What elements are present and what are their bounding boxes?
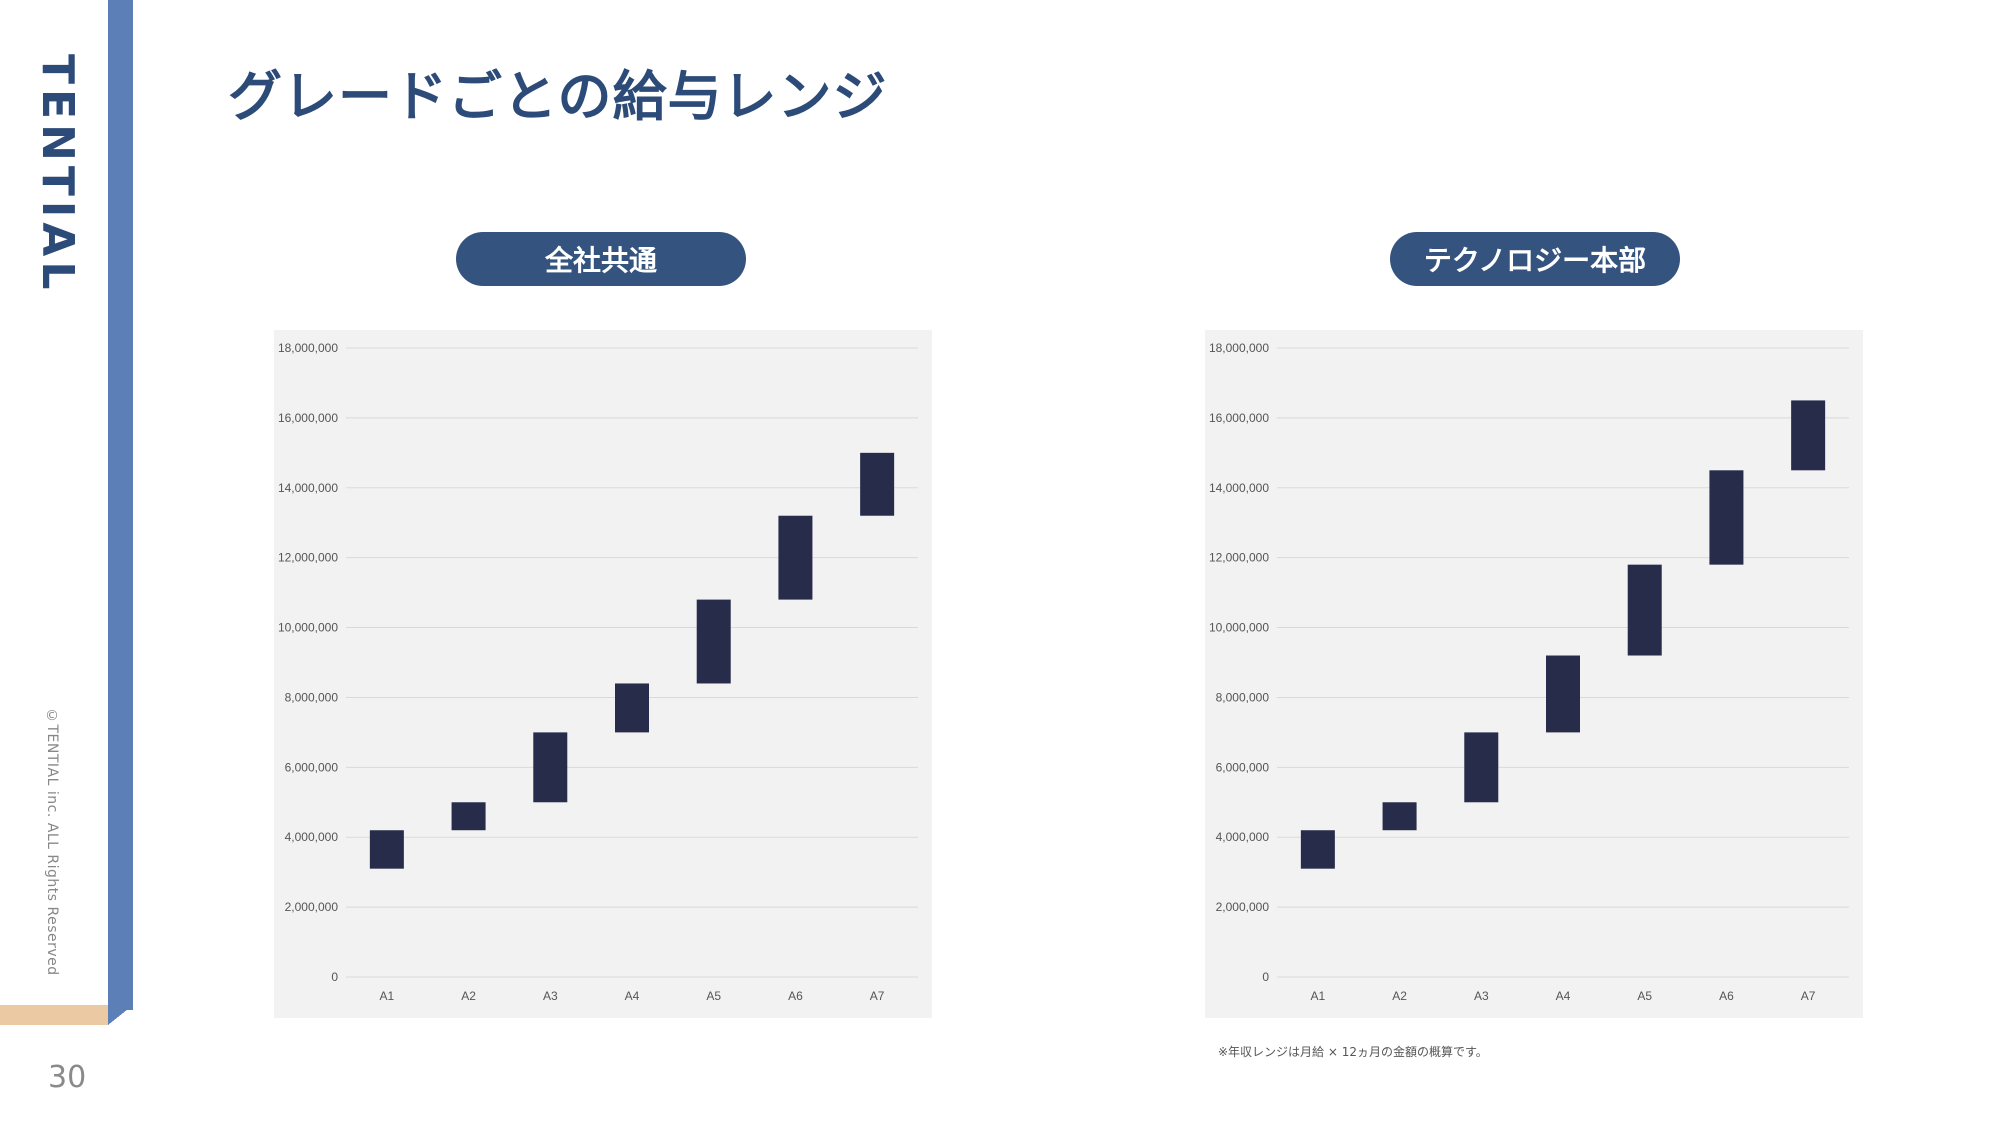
range-bar-a4 xyxy=(1546,655,1580,733)
y-tick-label: 10,000,000 xyxy=(278,621,338,635)
y-tick-label: 6,000,000 xyxy=(1216,760,1270,774)
y-tick-label: 4,000,000 xyxy=(285,830,339,844)
x-tick-label: A3 xyxy=(1474,989,1489,1003)
page-number: 30 xyxy=(48,1060,87,1095)
range-bar-a7 xyxy=(860,452,895,516)
y-tick-label: 10,000,000 xyxy=(1209,621,1269,635)
y-tick-label: 2,000,000 xyxy=(285,900,339,914)
range-bar-a2 xyxy=(1382,802,1417,831)
brand-logo: TENTIAL xyxy=(32,54,83,295)
range-bar-a6 xyxy=(1709,470,1744,565)
salary-range-chart-company-wide: 0 2,000,000 4,000,000 6,000,000 8,000,000 10,… xyxy=(274,330,932,1018)
range-bar-a1 xyxy=(1300,830,1335,869)
sidebar xyxy=(0,0,108,1005)
y-tick-label: 0 xyxy=(1262,970,1269,984)
footnote: ※年収レンジは月給 × 12ヵ月の金額の概算です。 xyxy=(1218,1045,1488,1059)
x-tick-label: A6 xyxy=(1719,989,1734,1003)
x-tick-label: A1 xyxy=(1311,989,1326,1003)
x-tick-label: A3 xyxy=(543,989,558,1003)
range-bar-a5 xyxy=(696,599,731,684)
x-tick-label: A7 xyxy=(1801,989,1816,1003)
x-tick-label: A5 xyxy=(706,989,721,1003)
x-tick-label: A4 xyxy=(625,989,640,1003)
page-title: グレードごとの給与レンジ xyxy=(228,65,888,128)
y-tick-label: 8,000,000 xyxy=(1216,690,1270,704)
salary-range-chart-technology-division: 0 2,000,000 4,000,000 6,000,000 8,000,000 10,… xyxy=(1205,330,1863,1018)
y-tick-label: 4,000,000 xyxy=(1216,830,1270,844)
y-tick-label: 14,000,000 xyxy=(278,481,338,495)
x-tick-label: A1 xyxy=(380,989,395,1003)
y-tick-label: 12,000,000 xyxy=(1209,551,1269,565)
y-tick-label: 16,000,000 xyxy=(278,411,338,425)
y-tick-label: 2,000,000 xyxy=(1216,900,1270,914)
chart-svg-technology-division: 0 2,000,000 4,000,000 6,000,000 8,000,000 10,… xyxy=(1209,341,1849,1003)
x-tick-label: A5 xyxy=(1637,989,1652,1003)
chart-title-company-wide: 全社共通 xyxy=(456,232,746,286)
range-bar-a3 xyxy=(533,732,568,803)
y-tick-label: 16,000,000 xyxy=(1209,411,1269,425)
y-tick-label: 12,000,000 xyxy=(278,551,338,565)
x-tick-label: A4 xyxy=(1556,989,1571,1003)
x-tick-label: A7 xyxy=(870,989,885,1003)
sidebar-accent-stripe xyxy=(108,0,133,1010)
chart-svg-company-wide: 0 2,000,000 4,000,000 6,000,000 8,000,000 10,… xyxy=(278,341,918,1003)
sidebar-accent-corner xyxy=(108,1005,133,1025)
range-bar-a6 xyxy=(778,515,813,600)
x-tick-label: A6 xyxy=(788,989,803,1003)
y-tick-label: 14,000,000 xyxy=(1209,481,1269,495)
y-tick-label: 6,000,000 xyxy=(285,760,339,774)
y-tick-label: 18,000,000 xyxy=(278,341,338,355)
sidebar-footer-stripe xyxy=(0,1005,108,1025)
range-bar-a3 xyxy=(1464,732,1499,803)
y-tick-label: 8,000,000 xyxy=(285,690,339,704)
range-bar-a1 xyxy=(369,830,404,869)
x-tick-label: A2 xyxy=(1392,989,1407,1003)
range-bar-a2 xyxy=(451,802,486,831)
copyright-text: ©TENTIAL inc. ALL Rights Reserved xyxy=(44,708,60,976)
y-tick-label: 18,000,000 xyxy=(1209,341,1269,355)
chart-title-technology-division: テクノロジー本部 xyxy=(1390,232,1680,286)
range-bar-a5 xyxy=(1627,564,1662,656)
range-bar-a4 xyxy=(615,683,649,733)
y-tick-label: 0 xyxy=(331,970,338,984)
x-tick-label: A2 xyxy=(461,989,476,1003)
range-bar-a7 xyxy=(1791,400,1826,471)
